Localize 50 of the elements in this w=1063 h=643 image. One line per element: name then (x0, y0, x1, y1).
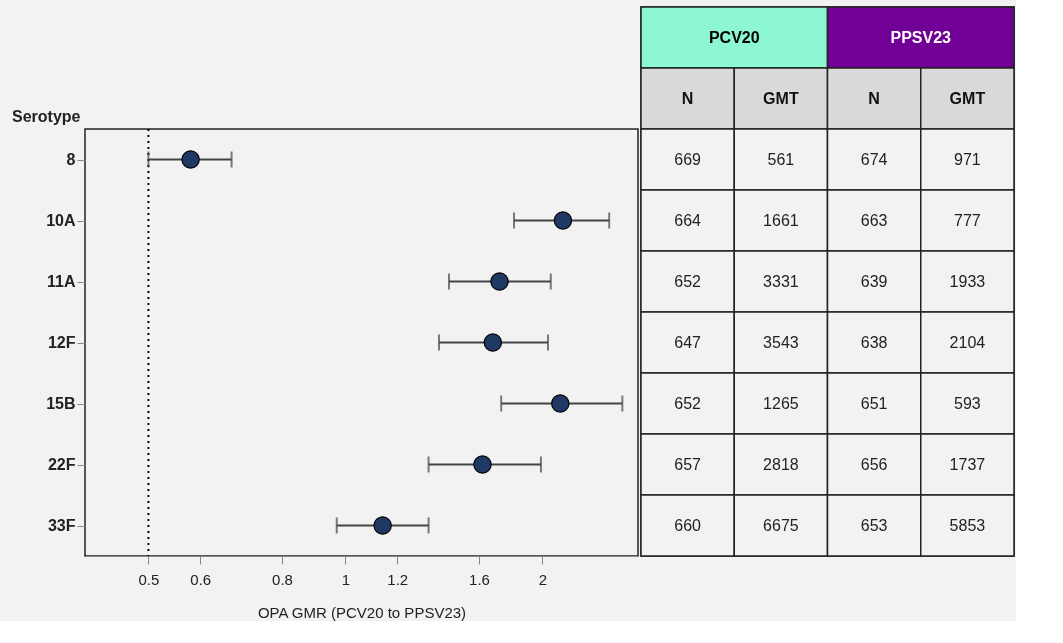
data-label: 593 (954, 394, 981, 412)
x-tick-label: 0.5 (138, 570, 160, 588)
data-label: 2818 (763, 455, 799, 473)
text: PPSV23 (890, 28, 952, 46)
data-label: 6675 (763, 516, 799, 534)
data-label: 1737 (949, 455, 986, 473)
data-label: 656 (860, 455, 888, 473)
text: PCV20 (708, 28, 760, 46)
y-tick-label: 10A (46, 212, 76, 229)
x-tick-label: N (681, 89, 694, 107)
y-tick-label: 12F (47, 334, 76, 351)
x-tick-label: 1.6 (469, 570, 490, 588)
data-label: 663 (860, 211, 888, 229)
y-tick-label: 8 (66, 151, 76, 168)
data-label: 652 (674, 394, 702, 412)
data-label: 664 (674, 211, 702, 229)
x-tick-label: 0.8 (272, 570, 293, 588)
data-label: 651 (860, 394, 888, 412)
x-tick-label: GMT (949, 89, 986, 107)
data-label: 660 (674, 516, 702, 534)
data-label: 2104 (949, 333, 986, 351)
data-label: 5853 (949, 516, 986, 534)
y-tick-label: 15B (46, 395, 76, 412)
y-axis-title: Serotype (12, 107, 81, 125)
x-tick-label: N (868, 89, 880, 107)
data-label: 657 (674, 455, 702, 473)
x-tick-label: 1.2 (387, 570, 409, 588)
data-label: 3543 (763, 333, 799, 351)
data-label: 3331 (763, 272, 799, 290)
data-label: 647 (674, 333, 702, 351)
data-label: 638 (860, 333, 888, 351)
x-tick-label: 0.6 (190, 570, 212, 588)
x-tick-label: GMT (763, 89, 799, 107)
x-tick-label: 1 (341, 570, 351, 588)
y-tick-label: 11A (47, 273, 76, 290)
y-tick-label: 22F (47, 456, 76, 473)
data-label: 561 (767, 150, 795, 168)
data-label: 1661 (763, 211, 799, 229)
data-label: 1933 (949, 272, 986, 290)
data-label: 1265 (763, 394, 799, 412)
x-axis-title: OPA GMR (PCV20 to PPSV23) (257, 603, 467, 621)
data-label: 777 (954, 211, 981, 229)
data-label: 652 (674, 272, 702, 290)
data-label: 971 (954, 150, 981, 168)
data-label: 674 (860, 150, 888, 168)
data-label: 669 (674, 150, 702, 168)
data-label: 653 (860, 516, 888, 534)
data-label: 639 (860, 272, 888, 290)
x-tick-label: 2 (538, 570, 548, 588)
y-tick-label: 33F (47, 517, 76, 534)
